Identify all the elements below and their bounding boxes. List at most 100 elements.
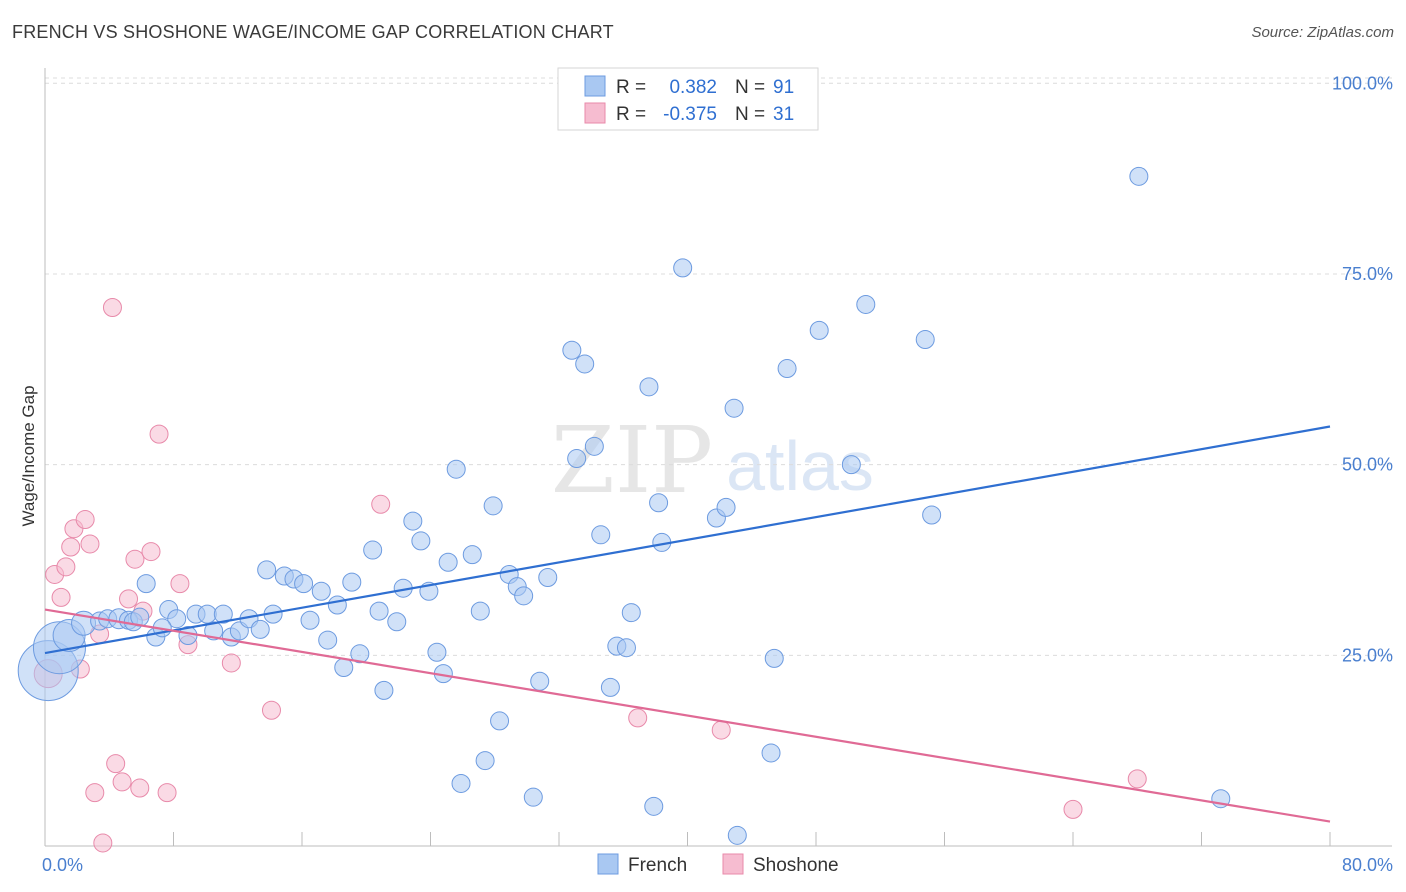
french-point — [294, 574, 314, 594]
shoshone-point — [112, 772, 132, 792]
shoshone-point — [371, 494, 391, 514]
trend-lines — [44, 425, 1331, 823]
legend-r-value-shoshone: -0.375 — [663, 104, 717, 125]
shoshone-trend-line — [44, 608, 1331, 823]
french-point — [915, 330, 935, 350]
french-point — [639, 377, 659, 397]
bottom-legend-swatch-french — [597, 853, 619, 875]
french-point — [342, 572, 362, 592]
y-tick-labels: 25.0% 50.0% 75.0% 100.0% — [1332, 73, 1393, 665]
bottom-legend-french: French — [628, 855, 687, 876]
shoshone-point — [261, 700, 281, 720]
shoshone-point — [157, 783, 177, 803]
french-point — [446, 459, 466, 479]
french-point — [483, 496, 503, 516]
gridlines — [45, 77, 1392, 656]
shoshone-point — [102, 298, 122, 318]
french-point — [649, 493, 669, 513]
french-trend-line — [44, 425, 1331, 655]
x-tick-label: 80.0% — [1342, 855, 1393, 875]
chart-title: FRENCH VS SHOSHONE WAGE/INCOME GAP CORRE… — [12, 22, 614, 42]
french-point — [334, 658, 354, 678]
legend-swatch-french — [584, 75, 606, 97]
french-point — [1129, 166, 1149, 186]
french-point — [403, 511, 423, 531]
french-point — [616, 638, 636, 658]
shoshone-point — [106, 754, 126, 774]
french-point — [300, 610, 320, 630]
y-axis-title: Wage/Income Gap — [19, 385, 38, 526]
french-point — [462, 545, 482, 565]
french-point — [136, 574, 156, 594]
shoshone-point — [221, 653, 241, 673]
french-point — [673, 258, 693, 278]
french-point — [167, 609, 187, 629]
french-point — [600, 677, 620, 697]
french-point — [374, 680, 394, 700]
shoshone-point — [125, 549, 145, 569]
bottom-legend-swatch-shoshone — [722, 853, 744, 875]
shoshone-point — [51, 587, 71, 607]
french-point — [318, 630, 338, 650]
bottom-legend: French Shoshone — [597, 853, 839, 876]
french-point — [724, 398, 744, 418]
french-point — [250, 619, 270, 639]
french-point — [438, 552, 458, 572]
shoshone-point — [119, 589, 139, 609]
x-tick-label: 0.0% — [42, 855, 83, 875]
french-point — [350, 644, 370, 664]
shoshone-point — [75, 510, 95, 530]
shoshone-point — [170, 574, 190, 594]
french-point — [387, 612, 407, 632]
french-point — [327, 595, 347, 615]
french-point — [204, 621, 224, 641]
shoshone-point — [61, 537, 81, 557]
bottom-legend-shoshone: Shoshone — [753, 855, 839, 876]
shoshone-point — [711, 720, 731, 740]
shoshone-point — [56, 557, 76, 577]
french-point — [841, 455, 861, 475]
shoshone-point — [130, 778, 150, 798]
legend-n-label-shoshone: N = — [735, 104, 765, 125]
french-point — [197, 604, 217, 624]
french-point — [621, 603, 641, 623]
french-point — [514, 586, 534, 606]
french-point — [591, 525, 611, 545]
french-point — [562, 340, 582, 360]
french-point — [427, 642, 447, 662]
y-tick-label: 75.0% — [1342, 264, 1393, 284]
french-point — [727, 825, 747, 845]
french-point — [523, 787, 543, 807]
legend-n-value-french: 91 — [773, 77, 794, 98]
y-tick-label: 50.0% — [1342, 455, 1393, 475]
french-point — [761, 743, 781, 763]
shoshone-point — [1127, 769, 1147, 789]
french-point — [311, 581, 331, 601]
french-point — [475, 751, 495, 771]
french-point — [777, 359, 797, 379]
shoshone-point — [80, 534, 100, 554]
french-point — [575, 354, 595, 374]
legend-r-label-french: R = — [616, 77, 646, 98]
french-point — [257, 560, 277, 580]
legend-swatch-shoshone — [584, 102, 606, 124]
axes — [44, 68, 1392, 847]
shoshone-point — [141, 542, 161, 562]
french-point — [856, 294, 876, 314]
french-point — [213, 604, 233, 624]
french-point — [764, 648, 784, 668]
top-legend: R = 0.382 N = 91 R = -0.375 N = 31 — [557, 67, 819, 131]
y-tick-label: 25.0% — [1342, 645, 1393, 665]
source-label: Source: ZipAtlas.com — [1251, 24, 1394, 41]
shoshone-point — [93, 833, 113, 853]
french-point — [411, 531, 431, 551]
y-tick-label: 100.0% — [1332, 73, 1393, 93]
french-point — [584, 436, 604, 456]
french-point — [716, 497, 736, 517]
shoshone-point — [628, 708, 648, 728]
shoshone-point — [1063, 799, 1083, 819]
french-point — [470, 601, 490, 621]
shoshone-point — [85, 783, 105, 803]
shoshone-point — [149, 424, 169, 444]
